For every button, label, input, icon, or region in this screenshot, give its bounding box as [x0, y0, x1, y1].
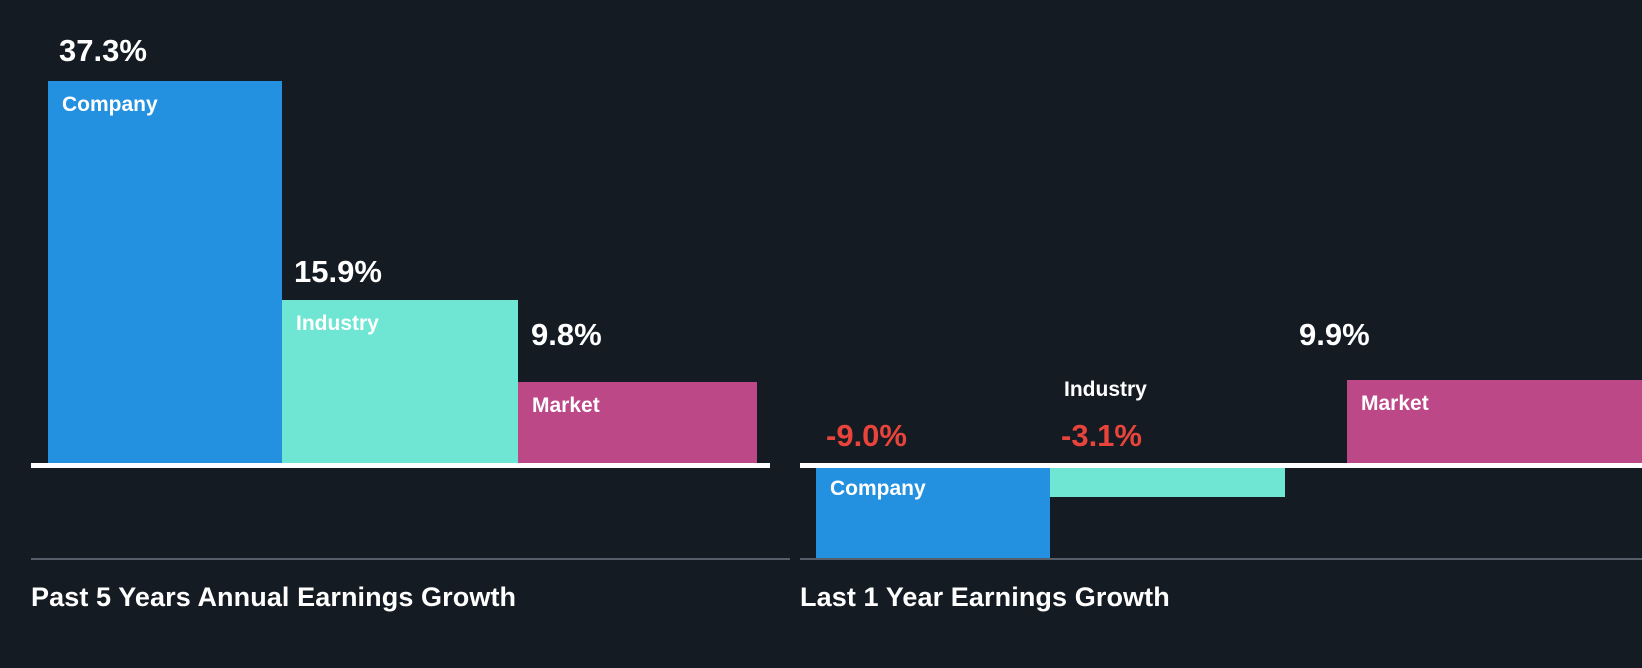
value-label-company: -9.0%: [826, 418, 907, 453]
bar-label-company: Company: [830, 477, 926, 500]
value-label-market: 9.8%: [531, 317, 602, 352]
bar-company[interactable]: Company: [48, 81, 282, 465]
value-label-market: 9.9%: [1299, 317, 1370, 352]
bar-industry[interactable]: [1050, 465, 1285, 497]
footer-divider: [31, 558, 790, 560]
bar-label-industry: Industry: [296, 312, 379, 335]
value-label-industry: 15.9%: [294, 254, 382, 289]
bar-market[interactable]: Market: [518, 382, 757, 465]
plot-area-past-5-years: 37.3% Company 15.9% Industry 9.8% Market: [0, 0, 790, 560]
bar-company[interactable]: Company: [816, 465, 1050, 558]
value-label-industry: -3.1%: [1061, 418, 1142, 453]
footer-divider: [800, 558, 1642, 560]
bar-label-company: Company: [62, 93, 158, 116]
value-label-company: 37.3%: [59, 33, 147, 68]
chart-caption-past-5-years: Past 5 Years Annual Earnings Growth: [31, 582, 517, 612]
zero-axis-line: [31, 463, 770, 468]
chart-caption-last-1-year: Last 1 Year Earnings Growth: [800, 582, 1170, 612]
panel-last-1-year: -9.0% Company Industry -3.1% 9.9% Market…: [790, 0, 1642, 668]
bar-label-industry: Industry: [1064, 378, 1147, 401]
bar-industry[interactable]: Industry: [282, 300, 518, 465]
zero-axis-line: [800, 463, 1642, 468]
bar-label-market: Market: [1361, 392, 1429, 415]
bar-label-market: Market: [532, 394, 600, 417]
panel-past-5-years: 37.3% Company 15.9% Industry 9.8% Market…: [0, 0, 790, 668]
plot-area-last-1-year: -9.0% Company Industry -3.1% 9.9% Market: [790, 0, 1642, 560]
bar-market[interactable]: Market: [1347, 380, 1642, 465]
